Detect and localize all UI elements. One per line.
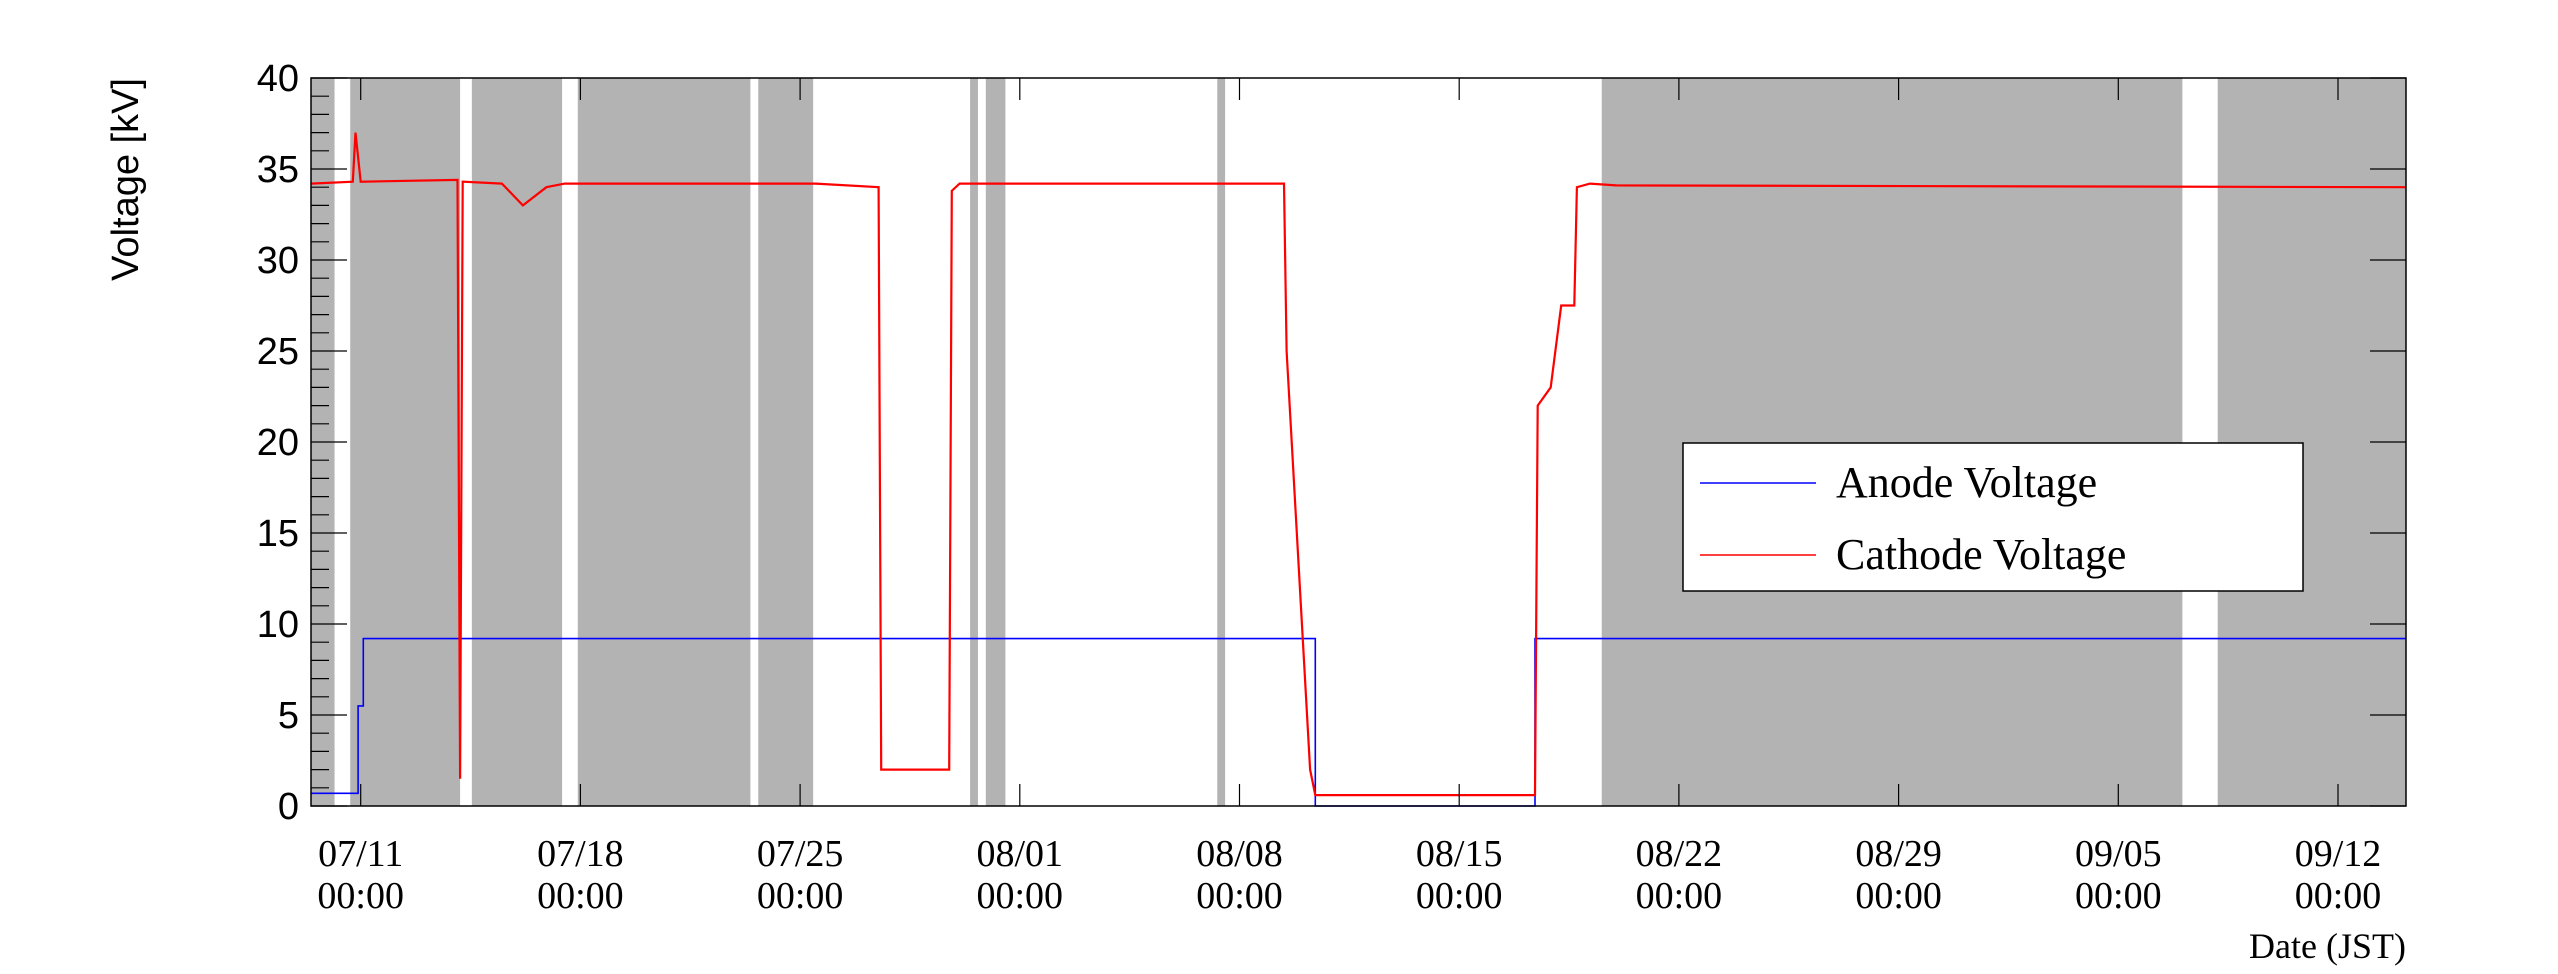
legend-box [1682,442,2304,592]
series-lines [310,132,2407,807]
legend-label-cathode: Cathode Voltage [1836,530,2126,579]
axis-ticks [311,77,2406,807]
x-tick-label-date: 09/12 [2295,833,2382,875]
shaded-period-8 [1601,78,2183,806]
x-axis-label: Date (JST) [2249,926,2406,966]
shaded-periods [311,78,2406,806]
x-tick-label-time: 00:00 [2075,875,2162,917]
x-tick-label-time: 00:00 [1855,875,1942,917]
y-tick-label: 40 [257,58,299,100]
x-tick-label-date: 08/15 [1416,833,1503,875]
y-tick-label: 10 [257,604,299,646]
y-tick-label: 5 [278,695,299,737]
shaded-period-3 [577,78,751,806]
x-tick-label-date: 07/18 [537,833,624,875]
y-axis-label: Voltage [kV] [105,78,147,281]
x-tick-label-date: 08/22 [1636,833,1723,875]
shaded-period-4 [758,78,814,806]
x-tick-label-time: 00:00 [1196,875,1283,917]
x-tick-label-date: 09/05 [2075,833,2162,875]
y-tick-label: 25 [257,331,299,373]
y-tick-label: 0 [278,786,299,828]
x-tick-label-time: 00:00 [1416,875,1503,917]
x-tick-label-time: 00:00 [317,875,404,917]
shaded-period-6 [985,78,1006,806]
x-tick-label-time: 00:00 [1636,875,1723,917]
x-tick-label-date: 07/11 [318,833,403,875]
x-tick-label-date: 08/29 [1855,833,1942,875]
y-tick-label: 15 [257,513,299,555]
x-tick-label-time: 00:00 [977,875,1064,917]
x-tick-label-time: 00:00 [2295,875,2382,917]
series-line-cathode [310,132,2407,797]
axis-labels: 051015202530354007/1100:0007/1800:0007/2… [105,58,2406,966]
y-tick-label: 35 [257,149,299,191]
x-tick-label-date: 08/01 [977,833,1064,875]
legend-label-anode: Anode Voltage [1836,458,2097,507]
shaded-period-5 [970,78,978,806]
y-tick-label: 30 [257,240,299,282]
x-tick-label-time: 00:00 [537,875,624,917]
x-tick-label-time: 00:00 [757,875,844,917]
x-tick-label-date: 08/08 [1196,833,1283,875]
legend: Anode Voltage Cathode Voltage [1682,442,2304,592]
y-tick-label: 20 [257,422,299,464]
x-tick-label-date: 07/25 [757,833,844,875]
shaded-period-7 [1217,78,1226,806]
shaded-period-1 [350,78,461,806]
